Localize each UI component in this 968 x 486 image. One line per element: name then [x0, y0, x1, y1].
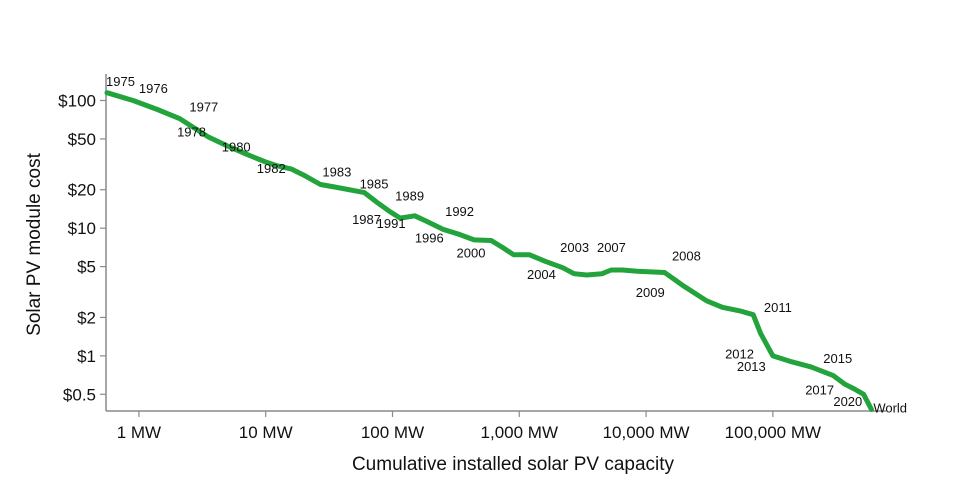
year-label: 1991 [377, 216, 406, 231]
x-tick-label: 100 MW [361, 423, 424, 442]
year-label: 1980 [222, 139, 251, 154]
y-tick-label: $20 [68, 181, 96, 200]
year-label: 2017 [805, 382, 834, 397]
x-tick-label: 10,000 MW [603, 423, 690, 442]
y-axis-title: Solar PV module cost [24, 152, 45, 335]
year-label: 2000 [457, 245, 486, 260]
year-label: 1996 [415, 231, 444, 246]
y-tick-label: $50 [68, 130, 96, 149]
series-line [104, 90, 874, 412]
year-label: 1975 [106, 74, 135, 89]
axes [105, 74, 886, 412]
x-axis-title: Cumulative installed solar PV capacity [352, 454, 675, 475]
x-tick-label: 1 MW [117, 423, 161, 442]
x-tick-label: 100,000 MW [725, 423, 821, 442]
y-ticks: $100 $50 $20 $10 $5 $2 $1 $0.5 [58, 91, 106, 404]
year-label: World [873, 401, 907, 416]
year-label: 2004 [527, 267, 556, 282]
year-label: 2015 [823, 351, 852, 366]
year-label: 1978 [177, 125, 206, 140]
year-label: 2013 [737, 359, 766, 374]
y-tick-label: $2 [77, 308, 96, 327]
x-tick-label: 10 MW [239, 423, 293, 442]
y-tick-label: $100 [58, 91, 96, 110]
y-tick-label: $1 [77, 347, 96, 366]
year-label: 2020 [833, 394, 862, 409]
x-ticks: 1 MW 10 MW 100 MW 1,000 MW 10,000 MW 100,000 … [117, 411, 821, 442]
series-layer [104, 90, 874, 412]
year-label: 2012 [725, 347, 754, 362]
year-label: 1989 [395, 188, 424, 203]
y-tick-label: $10 [68, 219, 96, 238]
year-label: 1992 [445, 204, 474, 219]
year-label: 1976 [139, 81, 168, 96]
year-label: 1987 [352, 212, 381, 227]
year-label: 1982 [257, 161, 286, 176]
year-label: 2011 [764, 300, 792, 315]
year-label: 2009 [636, 285, 665, 300]
year-label: 1983 [322, 164, 351, 179]
year-label: 1977 [189, 99, 218, 114]
annotation-layer: 1975 1976 1977 1978 1980 1982 1983 1985 1989 1987… [106, 74, 907, 416]
y-tick-label: $0.5 [63, 385, 96, 404]
year-label: 2008 [672, 248, 701, 263]
y-tick-label: $5 [77, 258, 96, 277]
year-label: 2003 [560, 240, 589, 255]
x-tick-label: 1,000 MW [481, 423, 558, 442]
year-label: 2007 [597, 240, 626, 255]
year-label: 1985 [360, 176, 389, 191]
